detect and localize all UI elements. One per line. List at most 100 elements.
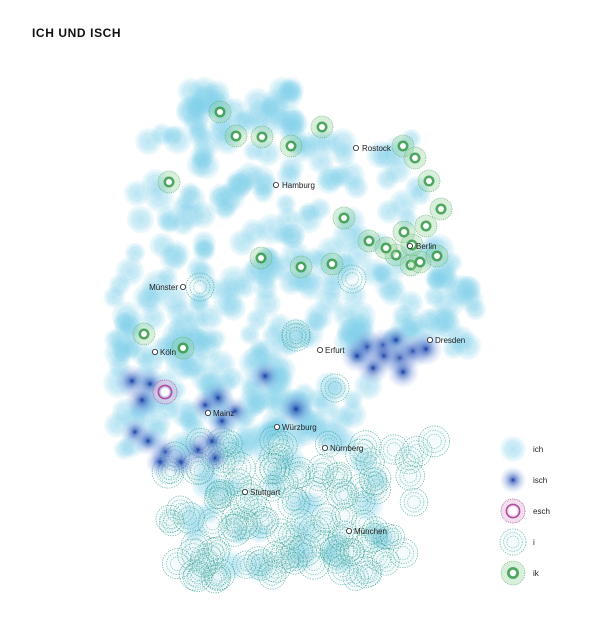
ich-dot: [240, 218, 267, 245]
city-dot: [345, 528, 352, 535]
ich-dot: [162, 125, 183, 146]
ich-dot: [279, 155, 305, 181]
i-dot: [224, 468, 252, 497]
city-label: Nürnberg: [330, 444, 363, 453]
ich-dot: [398, 290, 424, 316]
isch-dot: [146, 448, 174, 476]
ik-dot: [403, 146, 427, 170]
i-dot: [220, 513, 248, 541]
ik-dot: [392, 220, 416, 244]
i-dot: [355, 447, 385, 477]
i-dot: [298, 515, 330, 547]
ik-circle-icon: [500, 560, 526, 586]
city-marker: Rostock: [352, 144, 392, 153]
i-dot: [201, 564, 230, 594]
map-title: ICH UND ISCH: [32, 26, 122, 40]
city-label: München: [354, 527, 387, 536]
i-dot: [339, 539, 365, 565]
isch-dot: [341, 340, 373, 372]
city-label: Berlin: [416, 242, 436, 251]
ich-dot: [434, 267, 458, 291]
i-dot: [281, 319, 311, 349]
ich-dot: [447, 325, 475, 353]
ich-dot: [331, 551, 354, 575]
legend-label: ik: [533, 569, 540, 578]
ich-dot: [373, 142, 401, 170]
legend-label: ich: [533, 445, 543, 454]
ich-dot: [111, 301, 142, 332]
ich-circle-icon: [500, 436, 526, 462]
ik-dot: [332, 206, 356, 230]
i-dot: [395, 461, 425, 491]
legend-label: esch: [533, 507, 550, 516]
i-dot: [345, 438, 377, 471]
city-label: Hamburg: [282, 181, 315, 190]
ich-dot: [156, 266, 178, 288]
city-label: Mainz: [213, 409, 234, 418]
ik-dot: [249, 246, 273, 270]
isch-dot: [500, 467, 526, 493]
ik-dot: [408, 250, 432, 274]
city-dot: [352, 144, 359, 151]
i-dot: [499, 528, 527, 556]
ik-dot: [417, 169, 441, 193]
isch-dot: [387, 356, 419, 388]
isch-dot: [409, 332, 443, 366]
i-circle-icon: [499, 528, 527, 556]
ich-dot: [351, 489, 384, 521]
ich-dot: [149, 232, 175, 259]
ich-dot: [193, 83, 225, 115]
i-dot: [173, 502, 205, 534]
i-dot: [182, 562, 213, 592]
i-dot: [418, 425, 450, 458]
ik-dot: [171, 336, 195, 360]
i-dot: [380, 524, 406, 550]
ich-dot: [314, 371, 343, 400]
ich-dot: [275, 193, 297, 215]
city-label: Dresden: [435, 336, 465, 345]
ich-dot: [329, 427, 358, 456]
ich-dot: [158, 283, 189, 314]
ich-dot: [409, 183, 432, 206]
ik-dot: [250, 125, 274, 149]
city-markers-layer: Rostock Hamburg Berlin Münster Dresden Köln Er…: [149, 144, 465, 536]
i-dot: [277, 487, 310, 520]
city-marker: Würzburg: [273, 423, 317, 432]
i-dot: [328, 525, 354, 551]
i-dot: [232, 550, 261, 579]
city-marker: Dresden: [426, 336, 465, 345]
ik-dot: [500, 560, 526, 586]
ich-dot: [188, 201, 217, 229]
ik-dot: [132, 322, 156, 346]
i-dot: [372, 548, 400, 576]
ich-dot: [253, 290, 282, 318]
i-dot: [311, 503, 341, 534]
i-dot: [273, 547, 300, 574]
i-dot: [267, 443, 294, 469]
city-marker: Köln: [151, 348, 176, 357]
city-dot: [241, 488, 248, 495]
dialect-dots-layer: [102, 76, 487, 594]
ik-dot: [224, 124, 248, 148]
ich-dot: [396, 208, 419, 231]
i-dot: [312, 510, 338, 536]
ich-dot: [188, 291, 209, 312]
ich-dot: [191, 231, 217, 256]
ik-dot: [208, 100, 232, 124]
city-dot: [204, 409, 211, 416]
city-label: Rostock: [362, 144, 392, 153]
i-dot: [301, 477, 331, 506]
ich-dot: [189, 142, 215, 168]
ich-dot: [298, 201, 320, 223]
ich-dot: [186, 256, 210, 281]
ich-dot: [123, 180, 150, 207]
ich-dot: [254, 140, 282, 167]
i-dot: [197, 508, 228, 539]
isch-circle-icon: [500, 467, 526, 493]
i-dot: [314, 430, 342, 458]
isch-dot: [279, 392, 313, 426]
legend-label: i: [533, 538, 535, 547]
ich-dot: [179, 182, 201, 204]
i-dot: [307, 453, 338, 485]
ik-dot: [157, 170, 181, 194]
